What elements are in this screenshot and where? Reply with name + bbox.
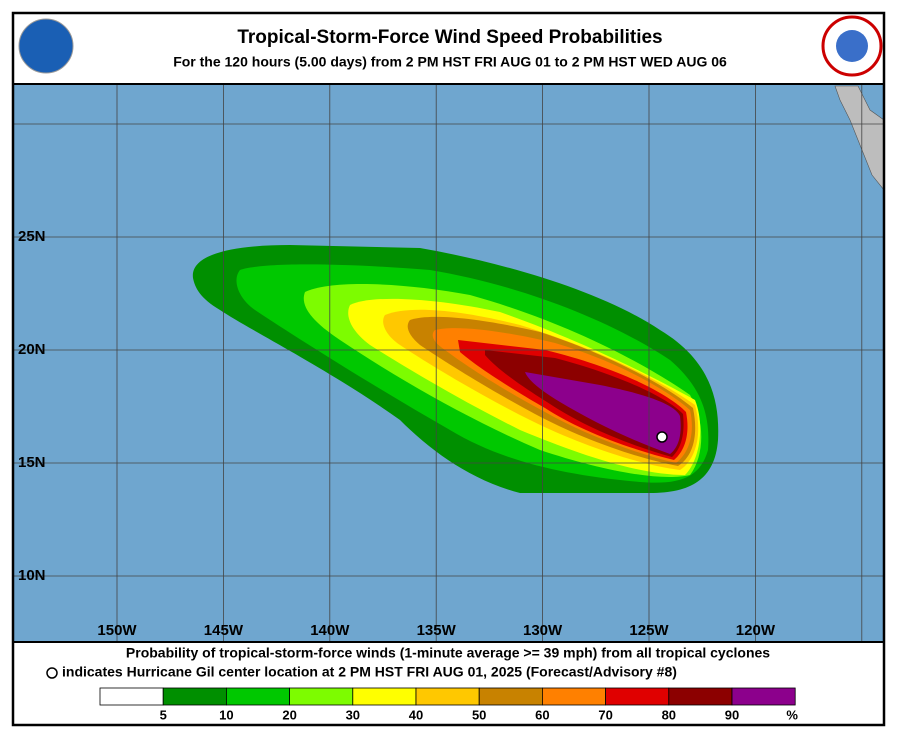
legend: 5 10 20 30 40 50 60 70 80 90%	[99, 687, 798, 722]
legend-label: 50	[472, 707, 486, 722]
lon-label: 130W	[523, 622, 563, 639]
legend-label: 5	[160, 707, 167, 722]
map-area: 25N 20N 15N 10N 150W 145W 140W 135W 130W 125W 120W	[13, 84, 884, 642]
legend-label: 20	[282, 707, 296, 722]
lon-label: 120W	[736, 622, 776, 639]
legend-label: 10	[219, 707, 233, 722]
legend-swatch	[289, 687, 354, 706]
legend-swatch	[99, 687, 164, 706]
legend-swatch	[542, 687, 607, 706]
storm-center	[656, 431, 668, 443]
lat-label: 10N	[18, 567, 46, 584]
legend-swatch	[731, 687, 796, 706]
legend-label: 90	[725, 707, 739, 722]
legend-swatch	[605, 687, 670, 706]
lat-label: 15N	[18, 454, 46, 471]
lon-label: 145W	[204, 622, 244, 639]
lat-label: 20N	[18, 341, 46, 358]
caption-line: Probability of tropical-storm-force wind…	[126, 645, 770, 661]
legend-swatch	[668, 687, 733, 706]
nws-logo-inner	[836, 30, 868, 62]
legend-label: 30	[346, 707, 360, 722]
lon-label: 135W	[417, 622, 457, 639]
noaa-logo	[18, 18, 74, 74]
lon-label: 125W	[629, 622, 669, 639]
subtitle: For the 120 hours (5.00 days) from 2 PM …	[173, 54, 727, 70]
lon-label: 150W	[97, 622, 137, 639]
legend-swatch	[478, 687, 543, 706]
center-symbol	[46, 667, 58, 679]
grid: 25N 20N 15N 10N 150W 145W 140W 135W 130W 125W 120W	[13, 84, 884, 642]
legend-label: 70	[598, 707, 612, 722]
land	[834, 85, 884, 191]
legend-swatch	[162, 687, 227, 706]
legend-swatch	[352, 687, 417, 706]
probability-band	[525, 372, 681, 454]
legend-label: 80	[662, 707, 676, 722]
title: Tropical-Storm-Force Wind Speed Probabil…	[237, 27, 662, 48]
lon-label: 140W	[310, 622, 350, 639]
legend-label: 60	[535, 707, 549, 722]
lat-label: 25N	[18, 228, 46, 245]
legend-label: 40	[409, 707, 423, 722]
caption-line: indicates Hurricane Gil center location …	[62, 664, 677, 680]
legend-swatch	[225, 687, 290, 706]
frame	[11, 11, 886, 727]
legend-swatch	[415, 687, 480, 706]
legend-unit: %	[786, 707, 798, 722]
